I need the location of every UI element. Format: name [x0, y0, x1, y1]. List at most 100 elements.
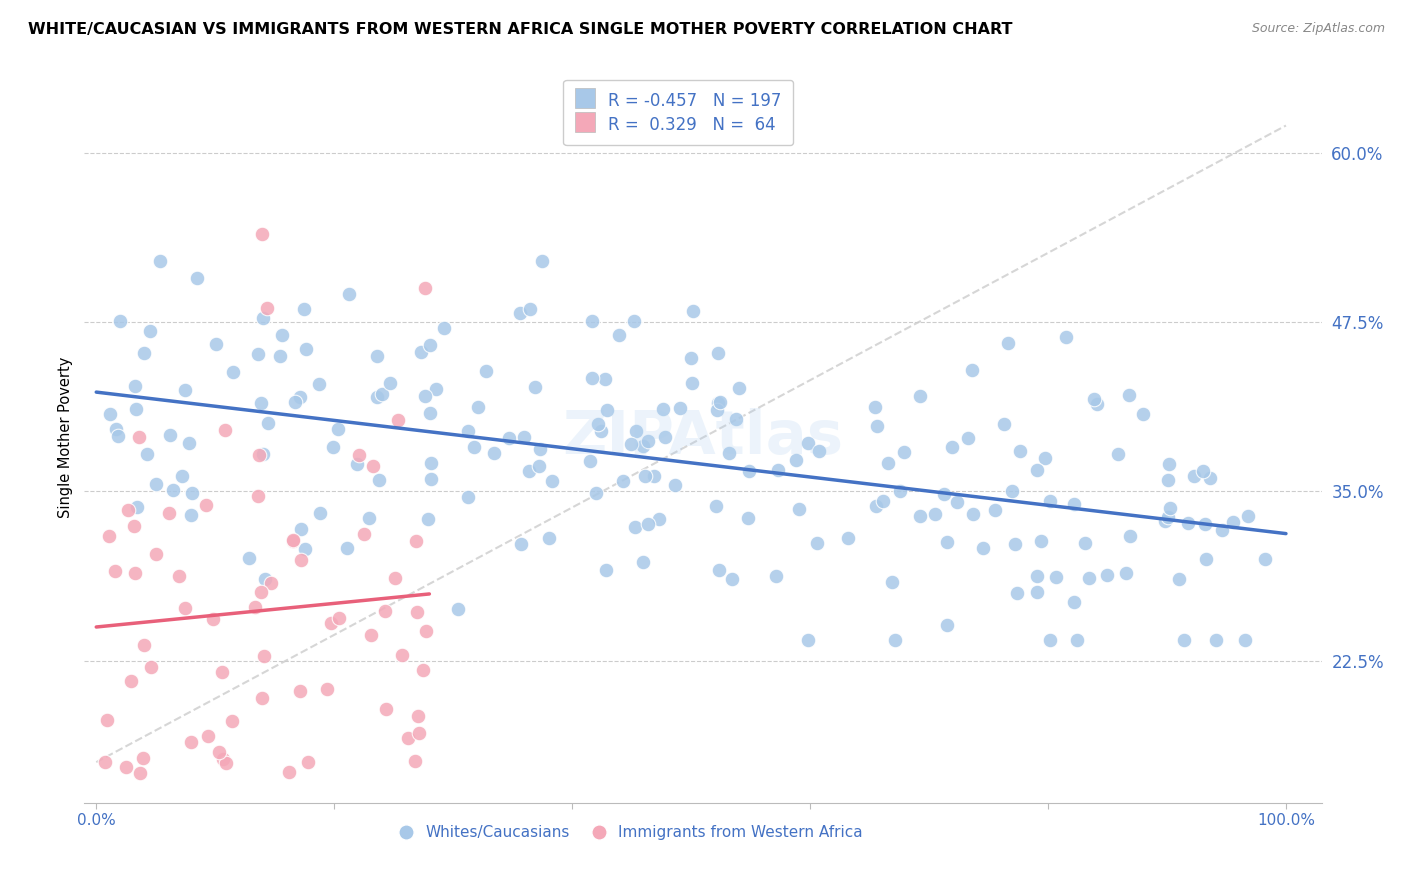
Point	[728, 381, 751, 395]
Text: WHITE/CAUCASIAN VS IMMIGRANTS FROM WESTERN AFRICA SINGLE MOTHER POVERTY CORRELAT: WHITE/CAUCASIAN VS IMMIGRANTS FROM WESTE…	[28, 22, 1012, 37]
Point	[721, 572, 744, 586]
Point	[664, 477, 686, 491]
Text: ZIPAtlas: ZIPAtlas	[562, 408, 844, 467]
Point	[419, 338, 441, 352]
Point	[337, 287, 360, 301]
Point	[294, 343, 316, 357]
Point	[204, 337, 226, 351]
Point	[1039, 494, 1062, 508]
Point	[997, 336, 1019, 351]
Point	[586, 417, 609, 431]
Point	[863, 400, 886, 414]
Point	[94, 755, 117, 769]
Point	[1054, 330, 1077, 344]
Point	[1237, 508, 1260, 523]
Point	[924, 507, 946, 521]
Point	[872, 494, 894, 508]
Point	[211, 665, 233, 680]
Point	[250, 690, 273, 705]
Point	[315, 681, 337, 696]
Point	[366, 349, 388, 363]
Point	[149, 254, 172, 268]
Point	[866, 419, 889, 434]
Point	[1205, 633, 1227, 648]
Point	[250, 227, 273, 241]
Point	[1234, 633, 1257, 648]
Point	[643, 469, 665, 483]
Point	[796, 435, 818, 450]
Point	[138, 324, 160, 338]
Point	[96, 713, 118, 727]
Point	[634, 469, 657, 483]
Point	[408, 726, 430, 740]
Point	[1000, 484, 1022, 499]
Point	[412, 663, 434, 677]
Point	[1159, 500, 1181, 515]
Point	[172, 469, 194, 483]
Point	[946, 494, 969, 508]
Point	[368, 473, 391, 487]
Point	[527, 459, 550, 474]
Point	[1222, 515, 1244, 529]
Point	[1168, 572, 1191, 586]
Point	[806, 536, 828, 550]
Point	[637, 517, 659, 532]
Point	[347, 448, 370, 462]
Point	[256, 416, 278, 430]
Point	[105, 422, 128, 436]
Point	[972, 541, 994, 555]
Point	[893, 445, 915, 459]
Point	[1119, 529, 1142, 543]
Point	[631, 555, 654, 569]
Point	[960, 363, 983, 377]
Point	[214, 423, 236, 437]
Point	[288, 684, 311, 698]
Point	[415, 624, 437, 639]
Point	[180, 508, 202, 522]
Point	[595, 563, 617, 577]
Point	[1045, 570, 1067, 584]
Point	[882, 575, 904, 590]
Point	[132, 346, 155, 360]
Point	[127, 500, 149, 514]
Point	[1026, 569, 1049, 583]
Point	[290, 553, 312, 567]
Point	[1211, 523, 1233, 537]
Point	[238, 551, 260, 566]
Point	[197, 729, 219, 743]
Point	[396, 731, 419, 745]
Point	[1031, 533, 1053, 548]
Point	[250, 396, 273, 410]
Point	[359, 510, 381, 524]
Point	[253, 648, 276, 663]
Point	[124, 566, 146, 581]
Point	[366, 390, 388, 404]
Point	[1199, 471, 1222, 485]
Point	[509, 305, 531, 319]
Point	[1182, 469, 1205, 483]
Point	[797, 633, 820, 648]
Point	[984, 503, 1007, 517]
Point	[1085, 397, 1108, 411]
Point	[596, 403, 619, 417]
Point	[177, 435, 200, 450]
Point	[159, 427, 181, 442]
Point	[290, 391, 312, 405]
Point	[391, 648, 413, 662]
Point	[308, 377, 330, 392]
Point	[510, 537, 533, 551]
Point	[651, 401, 673, 416]
Point	[208, 745, 231, 759]
Point	[709, 563, 731, 577]
Point	[1177, 516, 1199, 531]
Point	[1097, 568, 1119, 582]
Point	[669, 401, 692, 415]
Point	[125, 402, 148, 417]
Point	[681, 376, 703, 390]
Point	[110, 314, 132, 328]
Point	[707, 396, 730, 410]
Point	[387, 413, 409, 427]
Point	[405, 605, 427, 619]
Point	[416, 512, 439, 526]
Point	[162, 483, 184, 497]
